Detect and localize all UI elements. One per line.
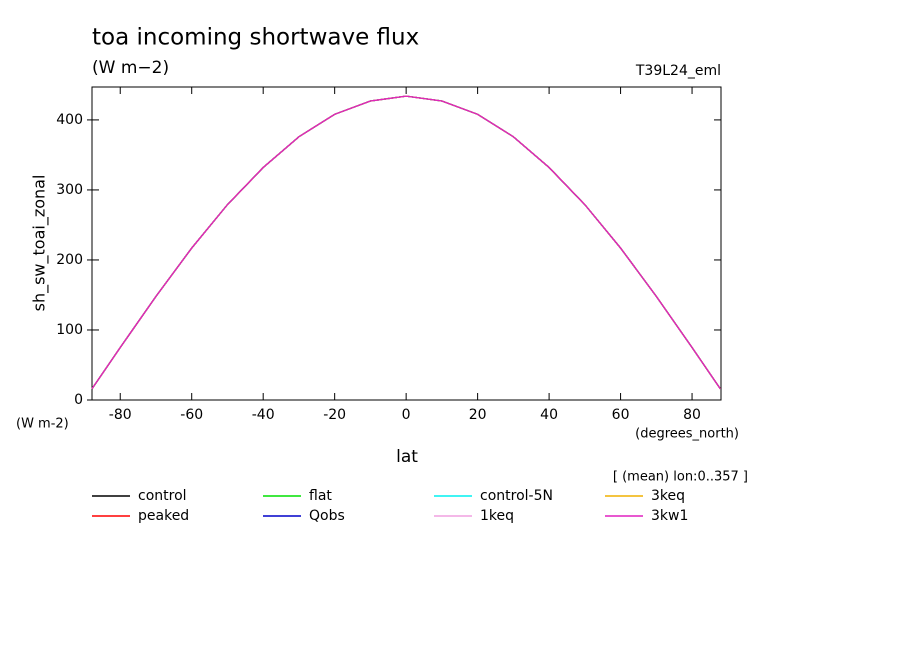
x-tick-label: 60: [612, 407, 630, 423]
plot-frame: [91, 86, 722, 401]
x-tick-label: 40: [540, 407, 558, 423]
y-tick-label: 300: [56, 182, 83, 198]
legend-label: 1keq: [480, 508, 514, 524]
legend-label: control: [138, 488, 187, 504]
series-line: [91, 95, 721, 390]
x-tick-label: 20: [469, 407, 487, 423]
series-line: [91, 95, 721, 390]
y-tick-label: 400: [56, 112, 83, 128]
x-tick-label: 0: [402, 407, 411, 423]
legend-label: peaked: [138, 508, 189, 524]
y-tick-label: 100: [56, 322, 83, 338]
x-tick-label: -20: [323, 407, 346, 423]
chart-title: toa incoming shortwave flux: [92, 25, 419, 51]
series-line: [91, 95, 721, 390]
experiment-label: T39L24_eml: [635, 63, 721, 79]
x-tick-label: -60: [180, 407, 203, 423]
legend-label: 3kw1: [651, 508, 688, 524]
x-tick-label: 80: [683, 407, 701, 423]
series-line: [91, 95, 721, 390]
x-units: (degrees_north): [635, 427, 739, 442]
y-units: (W m-2): [16, 417, 69, 432]
series-line: [91, 95, 721, 390]
note: [ (mean) lon:0..357 ]: [613, 470, 748, 485]
y-tick-label: 200: [56, 252, 83, 268]
series-line: [91, 95, 721, 390]
legend-label: Qobs: [309, 508, 345, 524]
x-tick-label: -40: [252, 407, 275, 423]
y-tick-label: 0: [74, 392, 83, 408]
series-line: [91, 95, 721, 390]
series-line: [91, 95, 721, 390]
x-axis-title: lat: [396, 447, 418, 467]
legend-label: flat: [309, 488, 332, 504]
legend-label: 3keq: [651, 488, 685, 504]
x-tick-label: -80: [109, 407, 132, 423]
legend-label: control-5N: [480, 488, 553, 504]
y-axis-title: sh_sw_toai_zonal: [30, 175, 50, 312]
chart-subtitle: (W m−2): [92, 58, 169, 78]
